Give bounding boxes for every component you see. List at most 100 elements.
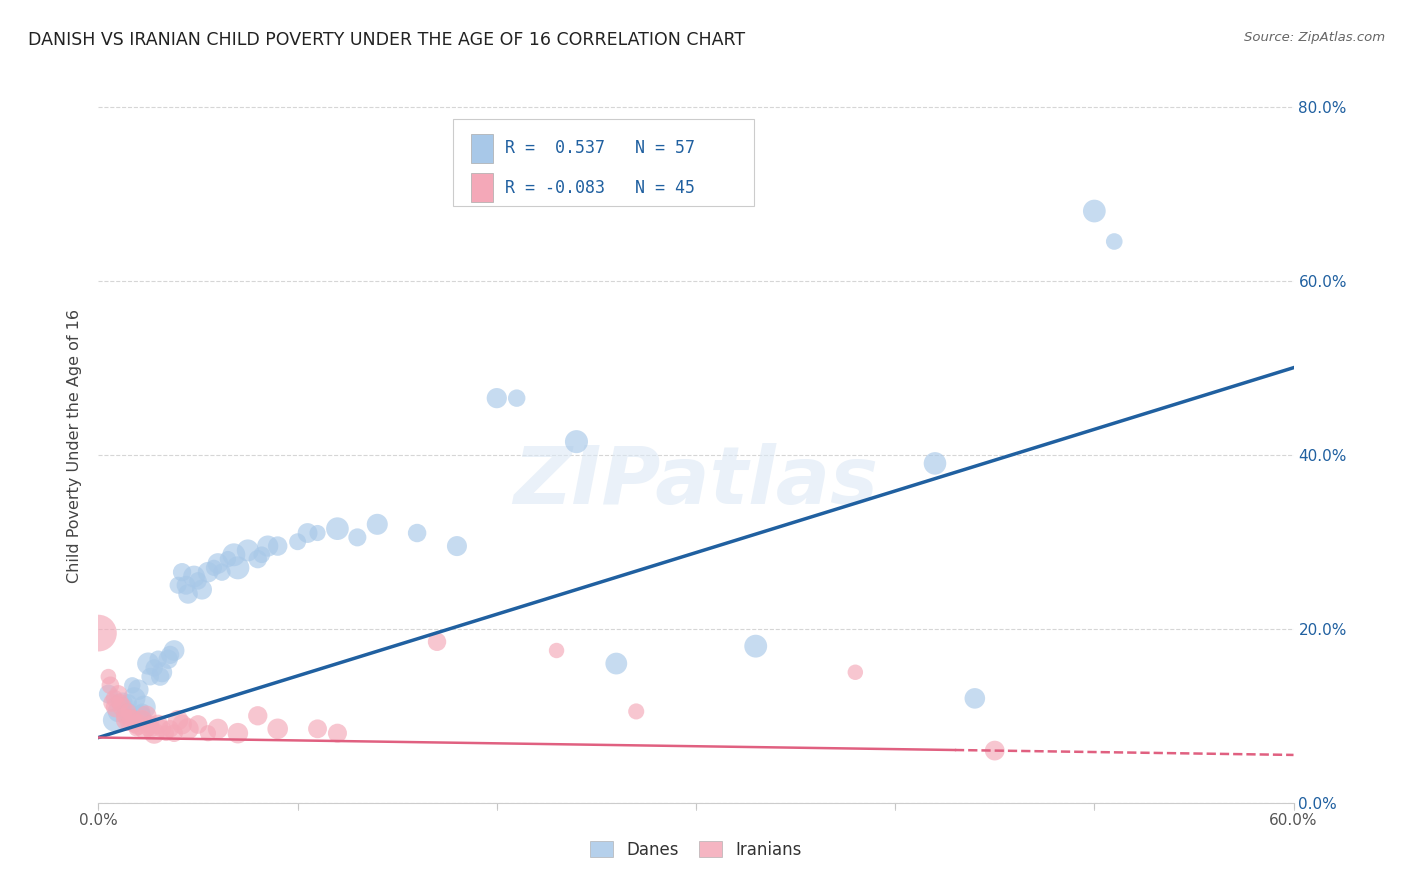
Point [136, 722, 159, 736]
Point [197, 565, 219, 579]
Point [174, 578, 197, 592]
Point [226, 561, 249, 575]
Point [125, 722, 148, 736]
Point [131, 705, 153, 719]
Point [963, 691, 986, 706]
Point [134, 722, 156, 736]
Text: Source: ZipAtlas.com: Source: ZipAtlas.com [1244, 31, 1385, 45]
Point [745, 639, 768, 653]
Text: DANISH VS IRANIAN CHILD POVERTY UNDER THE AGE OF 16 CORRELATION CHART: DANISH VS IRANIAN CHILD POVERTY UNDER TH… [28, 31, 745, 49]
Point [148, 652, 170, 666]
Point [246, 552, 269, 566]
Point [183, 569, 205, 583]
Point [250, 548, 273, 562]
Point [121, 678, 143, 692]
Point [97, 670, 120, 684]
Legend: Danes, Iranians: Danes, Iranians [583, 835, 808, 866]
Point [267, 722, 290, 736]
Point [346, 530, 368, 544]
Point [107, 705, 129, 719]
Point [117, 696, 139, 710]
Point [267, 539, 290, 553]
Point [605, 657, 627, 671]
Point [326, 522, 349, 536]
Point [167, 713, 190, 727]
Point [149, 670, 172, 684]
Point [117, 705, 139, 719]
Point [406, 526, 429, 541]
Point [1083, 204, 1105, 219]
Point [135, 708, 157, 723]
Point [139, 717, 162, 731]
Point [110, 696, 132, 710]
Point [177, 722, 200, 736]
Point [124, 691, 146, 706]
Point [107, 687, 129, 701]
Point [297, 526, 319, 541]
Point [307, 526, 329, 541]
Point [105, 700, 128, 714]
Point [167, 578, 190, 592]
Point [136, 657, 159, 671]
Point [172, 717, 194, 731]
Point [163, 643, 186, 657]
Point [226, 726, 249, 740]
Point [117, 705, 139, 719]
Point [143, 726, 166, 740]
Point [127, 682, 149, 697]
Point [485, 391, 508, 405]
Point [98, 678, 122, 692]
Point [187, 574, 209, 588]
Point [217, 552, 239, 566]
Point [506, 391, 529, 405]
Point [446, 539, 468, 553]
Point [139, 670, 162, 684]
Point [121, 713, 143, 727]
Point [211, 565, 233, 579]
Point [101, 696, 124, 710]
Point [326, 726, 349, 740]
Point [426, 635, 449, 649]
Point [307, 722, 329, 736]
Point [103, 713, 125, 727]
Point [150, 722, 173, 736]
Point [148, 717, 170, 731]
Point [197, 726, 219, 740]
Point [207, 557, 229, 571]
Point [287, 534, 309, 549]
Point [127, 717, 149, 731]
Point [366, 517, 388, 532]
Point [155, 726, 177, 740]
Point [131, 713, 153, 727]
Point [150, 665, 173, 680]
Point [191, 582, 214, 597]
Point [207, 722, 229, 736]
Point [222, 548, 245, 562]
Point [236, 543, 259, 558]
Point [626, 705, 648, 719]
Point [112, 708, 135, 723]
Point [159, 648, 181, 662]
Point [111, 696, 134, 710]
Point [924, 457, 946, 471]
Point [984, 743, 1007, 757]
Point [129, 708, 152, 723]
Y-axis label: Child Poverty Under the Age of 16: Child Poverty Under the Age of 16 [67, 309, 83, 583]
Point [103, 691, 125, 706]
Text: ZIPatlas: ZIPatlas [513, 442, 879, 521]
Point [1104, 235, 1126, 249]
Point [111, 700, 134, 714]
Point [141, 722, 163, 736]
Point [844, 665, 866, 680]
Point [124, 717, 146, 731]
Point [565, 434, 588, 449]
Point [143, 661, 166, 675]
Point [163, 726, 186, 740]
Point [546, 643, 568, 657]
Point [256, 539, 278, 553]
Point [134, 700, 156, 714]
Point [202, 561, 225, 575]
Text: R = -0.083   N = 45: R = -0.083 N = 45 [505, 178, 695, 196]
Point [97, 687, 120, 701]
Point [87, 626, 110, 640]
